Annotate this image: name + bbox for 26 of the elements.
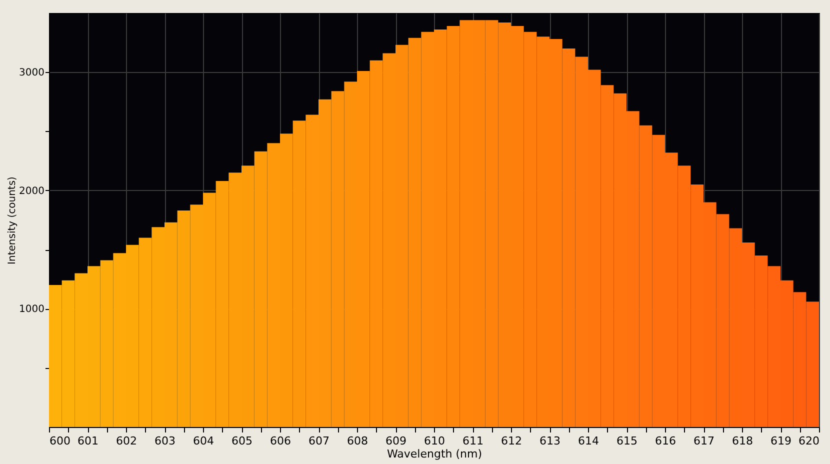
y-tick-label: 1000 [19,304,44,316]
x-tick-label: 616 [655,434,676,448]
y-tick-label: 3000 [19,68,44,79]
x-axis-title: Wavelength (nm) [386,448,482,460]
x-tick-label: 614 [578,434,599,448]
x-tick-label: 612 [501,434,522,448]
x-tick-label: 610 [424,434,445,448]
x-tick-label: 606 [270,434,291,448]
x-tick-label: 615 [616,434,638,448]
x-tick-label: 620 [798,434,820,448]
x-tick-label: 613 [540,434,560,448]
x-tick-label: 604 [193,434,214,448]
x-tick-label: 602 [116,434,137,448]
x-tick-label: 619 [770,434,792,448]
x-tick-label: 600 [50,434,70,448]
x-tick-label: 601 [78,434,98,448]
x-tick-label: 611 [462,434,484,448]
x-tick-label: 603 [154,434,176,448]
y-axis-title: Intensity (counts) [7,176,18,264]
x-tick-label: 609 [386,434,406,448]
x-tick-label: 617 [694,434,714,448]
x-tick-label: 605 [232,434,252,448]
x-tick-label: 608 [347,434,368,448]
y-tick-label: 2000 [19,186,44,197]
x-tick-label: 607 [308,434,330,448]
x-tick-label: 618 [732,434,753,448]
